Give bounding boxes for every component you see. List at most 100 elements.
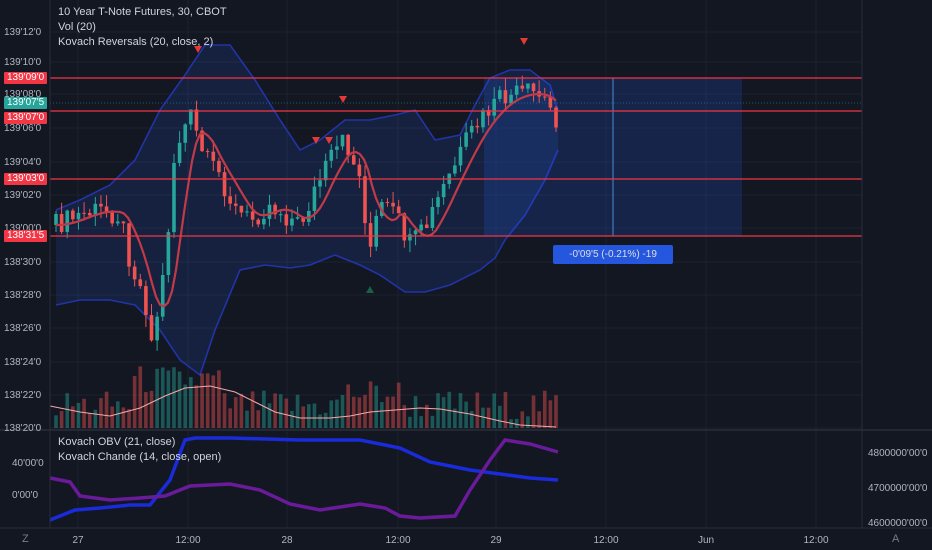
candle-body bbox=[509, 94, 513, 104]
volume-bar bbox=[239, 393, 244, 428]
candle-body bbox=[351, 155, 356, 165]
volume-bar bbox=[149, 390, 154, 428]
volume-bar bbox=[419, 416, 423, 428]
price-tag-last: 139'07'5 bbox=[4, 97, 48, 109]
volume-bar bbox=[531, 395, 536, 428]
volume-bar bbox=[554, 395, 558, 428]
band-fill bbox=[56, 45, 558, 375]
obv-legend[interactable]: Kovach OBV (21, close) bbox=[58, 436, 176, 448]
chande-legend[interactable]: Kovach Chande (14, close, open) bbox=[58, 451, 222, 463]
timezone-icon[interactable]: Z bbox=[22, 533, 29, 545]
volume-bars bbox=[54, 366, 558, 428]
candle-body bbox=[318, 180, 322, 187]
volume-bar bbox=[166, 370, 171, 428]
candle-body bbox=[256, 219, 261, 225]
volume-bar bbox=[340, 395, 345, 428]
obv-axis-label: 4800000'00'0 bbox=[868, 448, 928, 459]
price-axis-label: 138'20'0 bbox=[4, 423, 42, 434]
volume-bar bbox=[514, 418, 519, 428]
reversal-down-marker bbox=[520, 38, 528, 45]
volume-bar bbox=[447, 391, 452, 428]
measure-tool[interactable] bbox=[484, 78, 742, 236]
volume-bar bbox=[498, 405, 502, 428]
candle-body bbox=[138, 279, 143, 287]
obv-axis[interactable]: 4800000'00'0 4700000'00'0 4600000'00'0 bbox=[868, 448, 928, 529]
volume-bar bbox=[424, 404, 429, 428]
volume-bar bbox=[335, 399, 339, 428]
candle-body bbox=[222, 172, 227, 197]
volume-bar bbox=[183, 384, 188, 428]
candle-body bbox=[115, 221, 120, 224]
volume-bar bbox=[160, 367, 165, 428]
price-axis-label: 139'00'0 bbox=[4, 223, 42, 234]
candle-body bbox=[295, 217, 300, 219]
time-axis-label: Jun bbox=[698, 535, 714, 546]
candle-body bbox=[228, 196, 232, 204]
measure-label[interactable]: -0'09'5 (-0.21%) -19 bbox=[553, 245, 673, 264]
candle-body bbox=[312, 186, 317, 211]
candle-body bbox=[172, 162, 176, 233]
candle-body bbox=[267, 204, 272, 219]
price-axis-label: 139'04'0 bbox=[4, 157, 42, 168]
volume-bar bbox=[458, 393, 463, 428]
volume-bar bbox=[155, 368, 159, 428]
candle-body bbox=[239, 205, 244, 213]
volume-bar bbox=[441, 397, 446, 428]
candle-body bbox=[149, 315, 154, 341]
candle-body bbox=[127, 223, 131, 267]
candle-body bbox=[307, 210, 311, 222]
price-axis-label: 138'26'0 bbox=[4, 323, 42, 334]
reversal-down-marker bbox=[312, 137, 320, 144]
obv-axis-label: 4600000'00'0 bbox=[868, 518, 928, 529]
horizontal-lines[interactable] bbox=[50, 77, 862, 237]
candle-body bbox=[357, 164, 362, 177]
volume-bar bbox=[363, 394, 367, 428]
volume-bar bbox=[284, 398, 289, 428]
time-axis[interactable]: 27 12:00 28 12:00 29 12:00 Jun 12:00 bbox=[72, 535, 829, 546]
volume-bar bbox=[307, 404, 311, 428]
volume-bar bbox=[408, 416, 412, 428]
volume-bar bbox=[436, 393, 440, 428]
volume-bar bbox=[430, 415, 435, 428]
candle-body bbox=[402, 213, 407, 241]
candle-body bbox=[531, 83, 536, 92]
volume-bar bbox=[267, 403, 272, 428]
candle-body bbox=[548, 96, 553, 108]
volume-bar bbox=[481, 407, 485, 428]
volume-bar bbox=[256, 410, 261, 428]
reversals-legend[interactable]: Kovach Reversals (20, close, 2) bbox=[58, 36, 214, 48]
auto-scale-icon[interactable]: A bbox=[892, 533, 900, 545]
volume-bar bbox=[492, 393, 497, 428]
volume-bar bbox=[127, 409, 131, 428]
candle-body bbox=[54, 214, 58, 225]
volume-bar bbox=[520, 411, 525, 428]
candle-body bbox=[59, 214, 64, 232]
volume-bar bbox=[121, 407, 126, 428]
time-axis-label: 28 bbox=[281, 535, 293, 546]
candle-body bbox=[110, 212, 114, 224]
volume-bar bbox=[110, 406, 114, 428]
time-axis-label: 12:00 bbox=[593, 535, 618, 546]
candle-body bbox=[82, 212, 86, 214]
candle-body bbox=[166, 232, 171, 275]
price-tag-139-03-0: 139'03'0 bbox=[4, 173, 48, 185]
price-axis[interactable]: 139'12'0 139'10'0 139'08'0 139'06'0 139'04'0… bbox=[4, 27, 42, 434]
volume-bar bbox=[138, 366, 143, 428]
volume-legend[interactable]: Vol (20) bbox=[58, 21, 96, 33]
volume-bar bbox=[464, 401, 468, 428]
symbol-legend[interactable]: 10 Year T-Note Futures, 30, CBOT bbox=[58, 6, 227, 18]
candle-body bbox=[144, 286, 148, 316]
volume-bar bbox=[542, 390, 547, 428]
volume-bar bbox=[391, 396, 395, 428]
candle-body bbox=[323, 160, 328, 181]
reversal-down-marker bbox=[194, 46, 202, 53]
volume-bar bbox=[323, 412, 328, 428]
grid bbox=[50, 0, 862, 528]
candle-body bbox=[419, 224, 423, 231]
candle-body bbox=[374, 215, 379, 247]
volume-bar bbox=[205, 373, 210, 428]
volume-bar bbox=[211, 375, 216, 428]
oscillator-axis[interactable]: 40'00'0 0'00'0 bbox=[12, 458, 44, 501]
candle-body bbox=[211, 151, 216, 161]
